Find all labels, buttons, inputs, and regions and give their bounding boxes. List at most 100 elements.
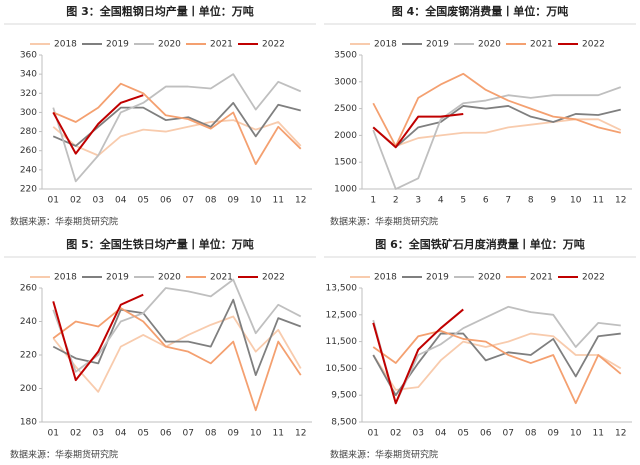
series-line [372, 308, 464, 405]
y-tick-label: 9,500 [331, 391, 357, 401]
y-tick-label: 260 [20, 146, 37, 156]
x-tick-label: 06 [160, 429, 172, 439]
y-tick-label: 2500 [334, 104, 357, 114]
legend-label: 2020 [478, 273, 501, 283]
legend-label: 2022 [582, 40, 605, 50]
series-line [52, 82, 302, 166]
legend-label: 2021 [530, 273, 553, 283]
x-tick-label: 09 [228, 196, 240, 206]
x-tick-label: 1 [370, 196, 376, 206]
x-tick-label: 05 [458, 429, 469, 439]
source-note: 数据来源：华泰期货研究院 [10, 216, 118, 228]
legend-label: 2018 [54, 40, 77, 50]
x-tick-label: 04 [435, 429, 447, 439]
x-tick-label: 06 [160, 196, 172, 206]
x-tick-label: 07 [183, 196, 194, 206]
x-tick-label: 11 [593, 429, 604, 439]
y-tick-label: 300 [20, 108, 37, 118]
x-tick-label: 12 [615, 196, 626, 206]
chart-title: 图 6：全国铁矿石月度消费量丨单位：万吨 [375, 237, 584, 251]
chart-panel: 图 4：全国废钢消费量丨单位：万吨 2018 2019 2020 2021 2022 100… [324, 4, 636, 228]
x-tick-label: 10 [570, 196, 582, 206]
x-tick-label: 09 [228, 429, 240, 439]
y-tick-label: 11,500 [326, 337, 358, 347]
x-tick-label: 12 [615, 429, 626, 439]
x-tick-label: 12 [295, 196, 306, 206]
y-tick-label: 220 [20, 351, 37, 361]
series-line [372, 332, 621, 397]
y-tick-label: 180 [20, 418, 37, 428]
legend-label: 2018 [374, 273, 397, 283]
series-line [52, 293, 144, 382]
series-line [372, 72, 621, 148]
y-tick-label: 320 [20, 89, 37, 99]
x-tick-label: 08 [205, 196, 217, 206]
series-line [372, 332, 622, 391]
y-tick-label: 3000 [334, 77, 357, 87]
y-tick-label: 2000 [334, 131, 357, 141]
x-tick-label: 06 [480, 429, 492, 439]
y-tick-label: 12,500 [326, 310, 358, 320]
x-tick-label: 04 [115, 429, 127, 439]
series-line [52, 101, 301, 147]
x-tick-label: 02 [390, 429, 401, 439]
x-tick-label: 07 [503, 429, 514, 439]
x-tick-label: 03 [413, 429, 424, 439]
series-line [372, 86, 622, 190]
x-tick-label: 12 [295, 429, 306, 439]
series-line [372, 105, 621, 149]
y-tick-label: 200 [20, 384, 37, 394]
y-tick-label: 240 [20, 317, 37, 327]
x-tick-label: 07 [183, 429, 194, 439]
x-tick-label: 10 [570, 429, 582, 439]
series-line [372, 305, 621, 405]
x-tick-label: 10 [250, 196, 262, 206]
series-line [372, 112, 464, 149]
x-tick-label: 11 [593, 196, 604, 206]
series-line [52, 94, 144, 155]
y-tick-label: 3500 [334, 51, 357, 61]
x-tick-label: 01 [48, 429, 59, 439]
chart-panel: 图 3：全国粗钢日均产量丨单位：万吨 2018 2019 2020 2021 2022 22… [4, 4, 316, 228]
legend-label: 2022 [582, 273, 605, 283]
x-tick-label: 08 [205, 429, 217, 439]
x-tick-label: 11 [273, 196, 284, 206]
series-line [372, 118, 622, 148]
source-note: 数据来源：华泰期货研究院 [330, 449, 438, 461]
x-tick-label: 11 [273, 429, 284, 439]
y-tick-label: 8,500 [331, 418, 357, 428]
x-tick-label: 02 [70, 429, 81, 439]
legend-label: 2020 [158, 40, 181, 50]
y-tick-label: 360 [20, 51, 37, 61]
legend-label: 2022 [262, 273, 285, 283]
source-note: 数据来源：华泰期货研究院 [10, 449, 118, 461]
x-tick-label: 7 [505, 196, 511, 206]
legend-label: 2019 [106, 273, 129, 283]
legend-label: 2021 [210, 273, 233, 283]
chart-title: 图 3：全国粗钢日均产量丨单位：万吨 [66, 4, 253, 18]
series-line [372, 329, 622, 405]
y-tick-label: 13,500 [326, 284, 358, 294]
series-line [52, 307, 302, 412]
y-tick-label: 240 [20, 165, 37, 175]
y-tick-label: 280 [20, 127, 37, 137]
legend-label: 2021 [210, 40, 233, 50]
legend-label: 2018 [54, 273, 77, 283]
x-tick-label: 5 [460, 196, 466, 206]
x-tick-label: 6 [483, 196, 489, 206]
legend-label: 2018 [374, 40, 397, 50]
x-tick-label: 01 [48, 196, 59, 206]
x-tick-label: 08 [525, 429, 537, 439]
legend-label: 2019 [426, 273, 449, 283]
x-tick-label: 2 [393, 196, 399, 206]
legend-label: 2020 [158, 273, 181, 283]
chart-panel: 图 5：全国生铁日均产量丨单位：万吨 2018 2019 2020 2021 2022 18… [4, 237, 316, 461]
series-line [52, 298, 302, 376]
x-tick-label: 4 [438, 196, 444, 206]
x-tick-label: 05 [138, 196, 149, 206]
legend-label: 2019 [106, 40, 129, 50]
series-line [52, 73, 302, 183]
y-tick-label: 10,500 [326, 364, 358, 374]
y-tick-label: 220 [20, 185, 37, 195]
